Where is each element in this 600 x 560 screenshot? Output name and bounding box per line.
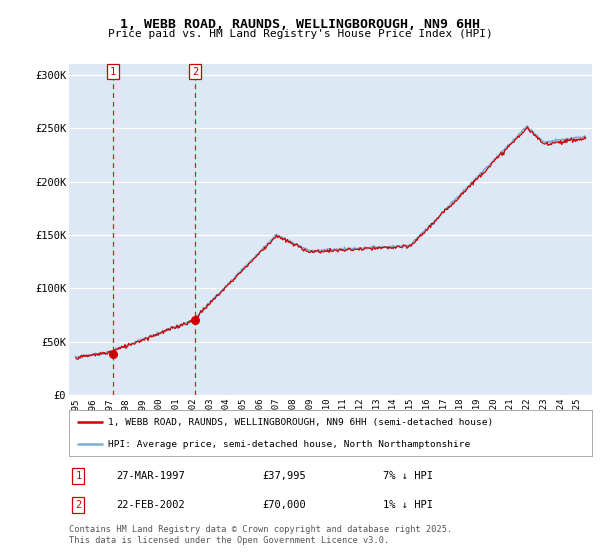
- Text: 2: 2: [75, 500, 82, 510]
- Text: £37,995: £37,995: [263, 470, 307, 480]
- Text: 27-MAR-1997: 27-MAR-1997: [116, 470, 185, 480]
- Text: £70,000: £70,000: [263, 500, 307, 510]
- Text: HPI: Average price, semi-detached house, North Northamptonshire: HPI: Average price, semi-detached house,…: [108, 440, 470, 449]
- Text: 22-FEB-2002: 22-FEB-2002: [116, 500, 185, 510]
- Text: 7% ↓ HPI: 7% ↓ HPI: [383, 470, 433, 480]
- Text: 1% ↓ HPI: 1% ↓ HPI: [383, 500, 433, 510]
- Text: 1, WEBB ROAD, RAUNDS, WELLINGBOROUGH, NN9 6HH (semi-detached house): 1, WEBB ROAD, RAUNDS, WELLINGBOROUGH, NN…: [108, 418, 493, 427]
- Text: Contains HM Land Registry data © Crown copyright and database right 2025.
This d: Contains HM Land Registry data © Crown c…: [69, 525, 452, 545]
- Text: 1: 1: [75, 470, 82, 480]
- Text: 1: 1: [110, 67, 116, 77]
- Text: Price paid vs. HM Land Registry's House Price Index (HPI): Price paid vs. HM Land Registry's House …: [107, 29, 493, 39]
- Text: 1, WEBB ROAD, RAUNDS, WELLINGBOROUGH, NN9 6HH: 1, WEBB ROAD, RAUNDS, WELLINGBOROUGH, NN…: [120, 18, 480, 31]
- Text: 2: 2: [192, 67, 198, 77]
